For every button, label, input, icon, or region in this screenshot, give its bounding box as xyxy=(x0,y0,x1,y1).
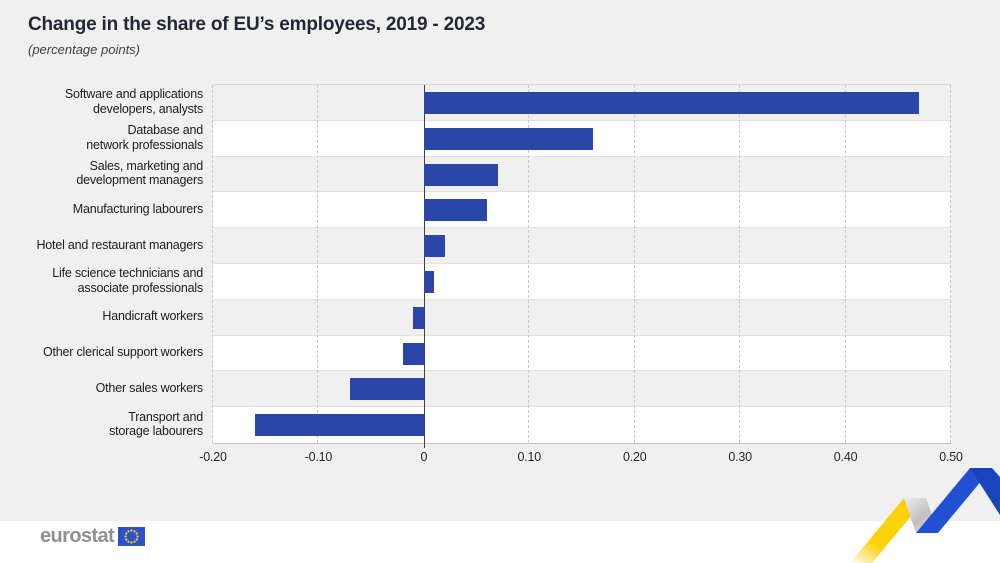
category-label: Hotel and restaurant managers xyxy=(36,237,203,252)
bar xyxy=(423,91,920,114)
plot-area xyxy=(212,84,951,448)
category-label: Handicraft workers xyxy=(102,309,203,324)
category-label: Other sales workers xyxy=(95,381,204,396)
gridline xyxy=(739,85,741,443)
x-tick-label: 0.20 xyxy=(622,450,647,464)
ribbon-decoration xyxy=(850,468,1000,563)
chart-title: Change in the share of EU’s employees, 2… xyxy=(28,14,486,35)
row-band xyxy=(213,371,951,408)
bar xyxy=(423,270,435,293)
x-tick-label: 0 xyxy=(420,450,428,464)
bar xyxy=(423,199,488,222)
ribbon-blue-band xyxy=(916,468,992,533)
category-label: Other clerical support workers xyxy=(42,345,203,360)
footer xyxy=(0,521,1000,563)
bar xyxy=(413,306,424,329)
gridline xyxy=(317,85,319,443)
zero-line xyxy=(423,85,425,448)
bar xyxy=(402,342,424,365)
x-tick-label: 0.40 xyxy=(833,450,858,464)
row-bands xyxy=(213,85,951,443)
row-band xyxy=(213,156,951,193)
bar xyxy=(255,414,424,437)
x-tick-label: 0.10 xyxy=(517,450,542,464)
bar xyxy=(350,378,424,401)
row-band xyxy=(213,228,951,264)
gridline xyxy=(844,85,846,443)
bar xyxy=(423,127,593,150)
category-label: Database and network professionals xyxy=(86,123,203,152)
eurostat-logo-text: eurostat xyxy=(40,525,115,547)
chart-subtitle: (percentage points) xyxy=(28,42,141,57)
eurostat-logo: eurostat xyxy=(40,525,146,547)
category-label: Transport and storage labourers xyxy=(109,409,203,439)
gridline xyxy=(528,85,530,443)
x-tick-label: 0.50 xyxy=(939,450,963,464)
bar xyxy=(423,235,445,258)
eu-flag-icon xyxy=(118,526,146,546)
x-tick-label: -0.20 xyxy=(199,450,227,464)
x-axis-ticks: -0.20 -0.10 0 0.10 0.20 0.30 0.40 0.50 xyxy=(199,450,963,466)
category-label: Sales, marketing and development manager… xyxy=(76,158,203,188)
row-band xyxy=(213,263,951,300)
bar xyxy=(423,163,498,186)
x-tick-label: -0.10 xyxy=(304,450,333,464)
gridline xyxy=(633,85,635,443)
ribbon-yellow-band xyxy=(850,498,926,563)
row-band xyxy=(213,335,951,372)
ribbon-blue-fold xyxy=(970,468,1000,515)
row-band xyxy=(213,192,951,229)
category-label: Manufacturing labourers xyxy=(72,202,203,217)
row-band xyxy=(213,299,951,336)
category-label: Life science technicians and associate p… xyxy=(52,266,203,295)
category-label: Software and applications developers, an… xyxy=(64,87,203,116)
category-axis: Software and applications developers, an… xyxy=(0,84,203,442)
x-tick-label: 0.30 xyxy=(728,450,752,464)
gridline xyxy=(950,85,951,443)
gridline xyxy=(212,85,213,443)
